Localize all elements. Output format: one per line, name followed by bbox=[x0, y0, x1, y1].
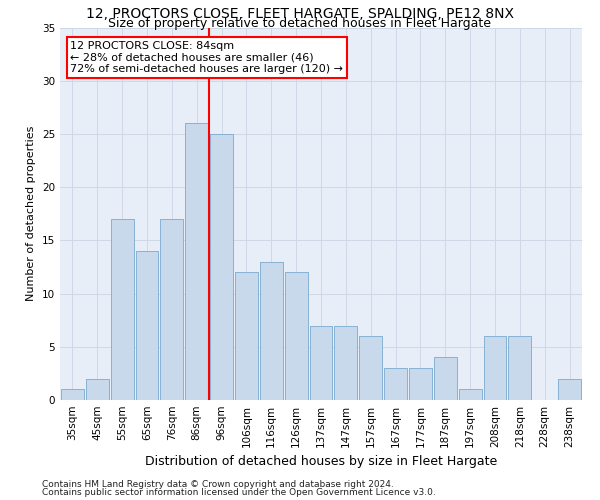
Text: 12 PROCTORS CLOSE: 84sqm
← 28% of detached houses are smaller (46)
72% of semi-d: 12 PROCTORS CLOSE: 84sqm ← 28% of detach… bbox=[70, 40, 343, 74]
Bar bbox=[508, 336, 531, 400]
Bar bbox=[185, 124, 208, 400]
Bar bbox=[334, 326, 357, 400]
Bar bbox=[384, 368, 407, 400]
Bar bbox=[210, 134, 233, 400]
Text: Contains public sector information licensed under the Open Government Licence v3: Contains public sector information licen… bbox=[42, 488, 436, 497]
Bar bbox=[111, 219, 134, 400]
Bar bbox=[136, 251, 158, 400]
Bar bbox=[558, 378, 581, 400]
Bar bbox=[160, 219, 183, 400]
Bar bbox=[235, 272, 258, 400]
Bar bbox=[285, 272, 308, 400]
Bar bbox=[310, 326, 332, 400]
Bar bbox=[459, 390, 482, 400]
Text: Size of property relative to detached houses in Fleet Hargate: Size of property relative to detached ho… bbox=[109, 18, 491, 30]
Text: Contains HM Land Registry data © Crown copyright and database right 2024.: Contains HM Land Registry data © Crown c… bbox=[42, 480, 394, 489]
X-axis label: Distribution of detached houses by size in Fleet Hargate: Distribution of detached houses by size … bbox=[145, 456, 497, 468]
Bar bbox=[86, 378, 109, 400]
Bar bbox=[359, 336, 382, 400]
Bar bbox=[260, 262, 283, 400]
Bar bbox=[484, 336, 506, 400]
Bar bbox=[61, 390, 84, 400]
Bar bbox=[409, 368, 432, 400]
Y-axis label: Number of detached properties: Number of detached properties bbox=[26, 126, 37, 302]
Bar bbox=[434, 358, 457, 400]
Text: 12, PROCTORS CLOSE, FLEET HARGATE, SPALDING, PE12 8NX: 12, PROCTORS CLOSE, FLEET HARGATE, SPALD… bbox=[86, 8, 514, 22]
